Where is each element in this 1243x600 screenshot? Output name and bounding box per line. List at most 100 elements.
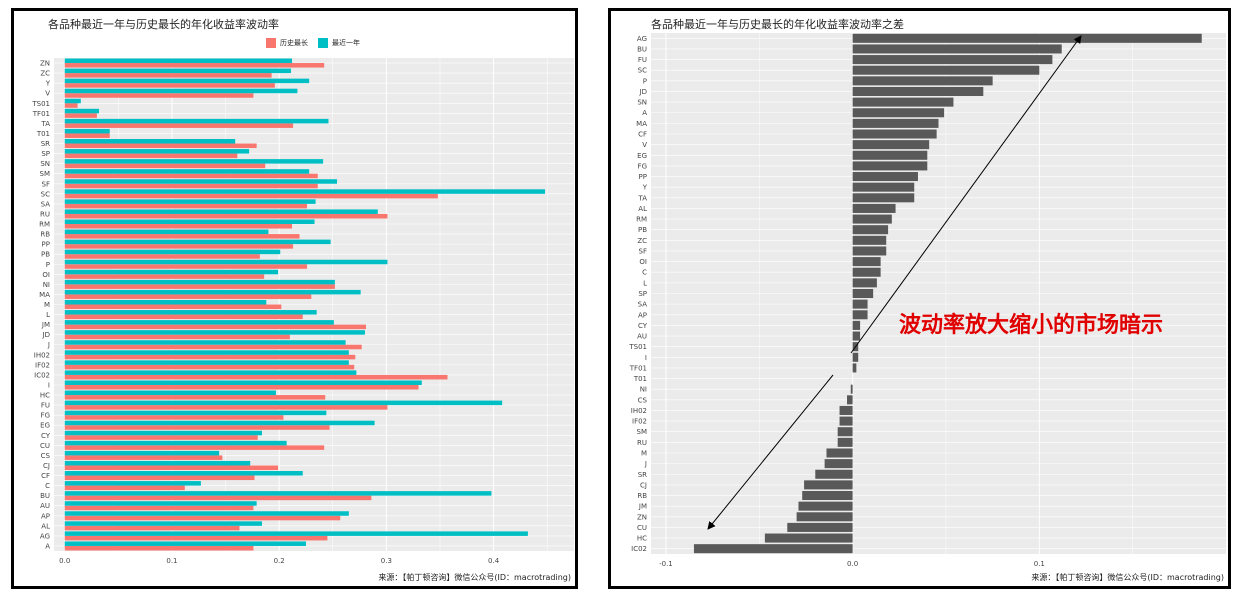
y-tick-label: IF02 [35, 361, 50, 369]
bar [64, 545, 254, 551]
bar [64, 415, 284, 420]
y-tick-label: HC [637, 535, 647, 543]
chart-title: 各品种最近一年与历史最长的年化收益率波动率之差 [651, 18, 904, 31]
arrow-down [707, 374, 834, 530]
y-tick-label: FG [41, 412, 50, 420]
y-tick-label: TS01 [31, 100, 50, 108]
y-tick-label: TF01 [629, 364, 647, 372]
bar [64, 133, 110, 138]
y-tick-label: NI [43, 281, 50, 289]
y-tick-label: SM [637, 428, 647, 436]
bar [64, 63, 325, 68]
bar [64, 364, 355, 370]
legend-swatch-recent [318, 38, 328, 48]
y-tick-label: M [641, 449, 647, 457]
bar [64, 189, 546, 194]
y-tick-label: AU [40, 502, 50, 510]
y-tick-label: J [47, 341, 50, 349]
y-tick-label: ZC [40, 70, 50, 78]
bar [64, 183, 318, 189]
y-tick-label: FU [41, 402, 50, 410]
x-tick-label: 0.3 [381, 557, 392, 565]
y-tick-label: CY [638, 322, 648, 330]
y-tick-label: RB [40, 231, 50, 239]
y-tick-label: T01 [36, 130, 50, 138]
y-tick-label: SA [41, 200, 51, 208]
bar [852, 225, 889, 235]
y-tick-label: RB [637, 492, 647, 500]
bar [64, 123, 294, 128]
bar [64, 173, 318, 179]
bar [64, 511, 349, 516]
y-tick-label: CU [637, 524, 647, 532]
y-tick-label: JD [42, 331, 50, 339]
bar [815, 469, 853, 479]
x-tick-label: 0.0 [59, 557, 70, 565]
y-tick-label: JD [639, 88, 647, 96]
bar [693, 544, 853, 554]
y-tick-label: IH02 [34, 351, 50, 359]
bar [852, 320, 861, 330]
y-tick-label: PP [639, 173, 647, 181]
bar [64, 93, 254, 98]
arrow-up [850, 35, 1082, 354]
bar [64, 485, 185, 491]
bar [64, 193, 438, 199]
bar [64, 344, 362, 350]
bar [64, 244, 294, 249]
x-tick-label: 0.2 [274, 557, 285, 565]
bar [804, 480, 853, 490]
bar [64, 289, 361, 295]
bar [796, 512, 853, 522]
bar [847, 395, 853, 405]
y-tick-label: I [48, 381, 50, 389]
bar [64, 320, 334, 325]
bar [852, 161, 928, 171]
y-tick-label: FU [638, 56, 647, 64]
bar [64, 515, 341, 521]
bar [64, 108, 100, 114]
y-tick-label: P [643, 77, 647, 85]
bar [64, 128, 110, 134]
y-tick-label: L [643, 279, 647, 287]
y-tick-label: J [644, 460, 647, 468]
bar [64, 435, 258, 440]
y-tick-label: ZN [637, 513, 647, 521]
bar [64, 213, 388, 219]
y-tick-label: IH02 [631, 407, 647, 415]
y-tick-label: CF [638, 131, 647, 139]
bar [64, 68, 291, 74]
y-tick-label: CU [40, 442, 50, 450]
y-tick-label: CS [638, 396, 648, 404]
bar [837, 427, 853, 437]
bar [852, 299, 868, 309]
difference-plot: -0.1 0.0 0.1 AG BU FU SC P JD SN A MA CF V EG FG PP Y TA AL… [628, 33, 1226, 568]
bar [852, 108, 945, 118]
y-tick-label: SC [41, 190, 50, 198]
legend: 历史最长 最近一年 [266, 38, 360, 48]
y-tick-label: SR [638, 471, 647, 479]
y-tick-label: AL [638, 205, 647, 213]
bar [802, 491, 853, 501]
bar [852, 33, 1202, 43]
y-tick-label: ZN [40, 60, 50, 68]
bar [64, 264, 308, 269]
y-tick-label: L [46, 311, 50, 319]
bar [64, 405, 388, 410]
y-tick-label: CS [41, 452, 51, 460]
bar [852, 214, 892, 224]
bar [64, 304, 282, 310]
bar [852, 235, 887, 245]
y-tick-label: TA [637, 194, 647, 202]
y-tick-label: EG [637, 152, 647, 160]
bar [64, 103, 78, 108]
y-tick-label: Y [45, 80, 51, 88]
y-tick-label: MA [39, 291, 50, 299]
y-tick-label: BU [40, 492, 50, 500]
y-tick-label: JM [638, 503, 647, 511]
bar [64, 420, 375, 426]
bar [64, 153, 238, 159]
legend-label-recent: 最近一年 [332, 39, 360, 47]
bar [64, 284, 335, 289]
bar [64, 279, 335, 285]
